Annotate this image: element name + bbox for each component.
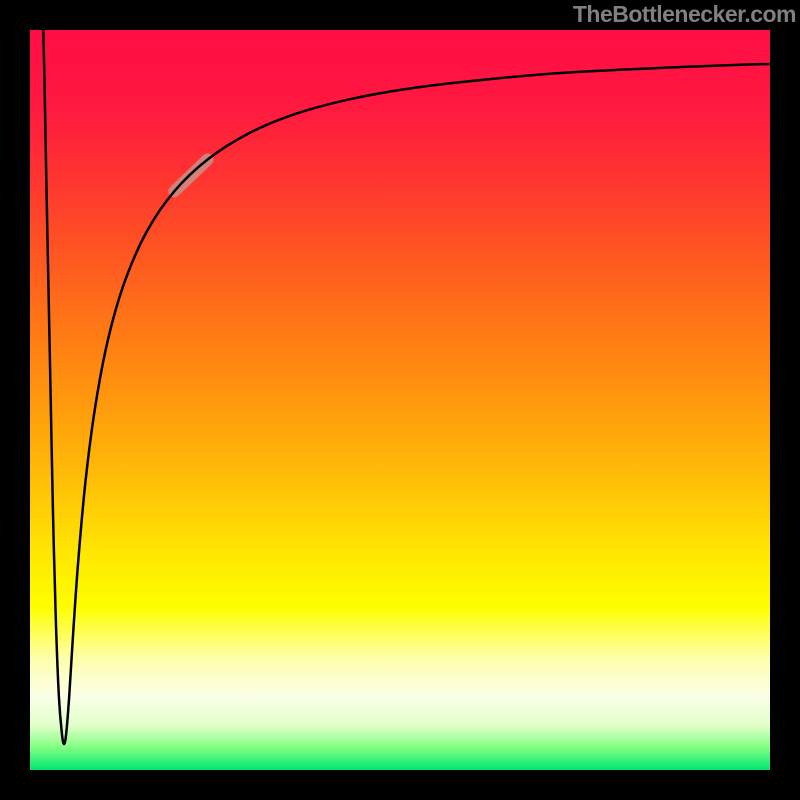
watermark-text: TheBottlenecker.com [573, 1, 796, 28]
plot-area [30, 30, 770, 770]
chart-svg [30, 30, 770, 770]
gradient-background [30, 30, 770, 770]
chart-frame: TheBottlenecker.com [0, 0, 800, 800]
